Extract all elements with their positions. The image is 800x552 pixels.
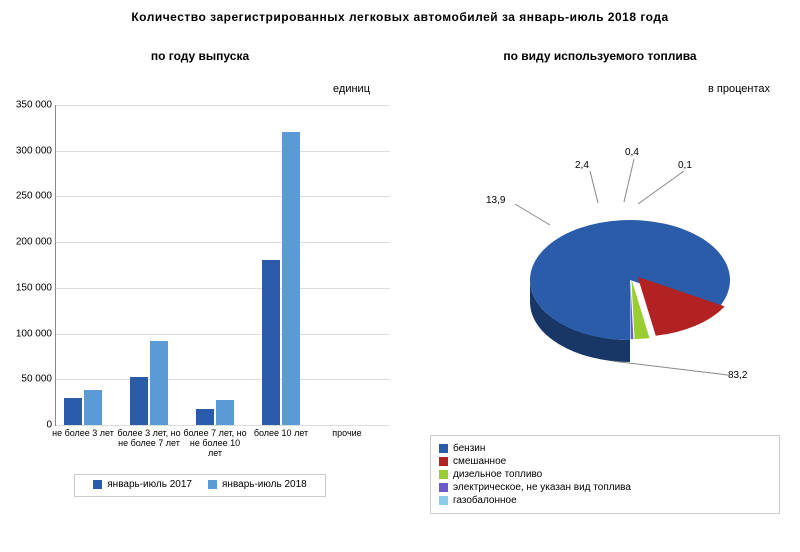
- legend-label: смешанное: [453, 456, 506, 467]
- bar: [216, 400, 234, 425]
- legend-label: газобалонное: [453, 495, 517, 506]
- grid-line: [56, 196, 390, 197]
- category-label: не более 3 лет: [50, 429, 116, 439]
- legend-item: январь-июль 2018: [208, 479, 307, 490]
- grid-line: [56, 334, 390, 335]
- category-label: более 10 лет: [248, 429, 314, 439]
- pie-value-label: 13,9: [486, 195, 505, 206]
- pie-legend: бензин смешанное дизельное топливо электрич…: [430, 435, 780, 514]
- legend-swatch: [439, 483, 448, 492]
- bar-chart: 050 000100 000150 000200 000250 000300 0…: [55, 105, 390, 426]
- callout-line: [613, 361, 728, 375]
- legend-item: дизельное топливо: [439, 469, 771, 480]
- legend-label: бензин: [453, 443, 485, 454]
- y-axis-label: 200 000: [16, 237, 56, 248]
- grid-line: [56, 379, 390, 380]
- y-axis-label: 250 000: [16, 191, 56, 202]
- legend-item: смешанное: [439, 456, 771, 467]
- bar-group: [64, 390, 102, 425]
- legend-item: электрическое, не указан вид топлива: [439, 482, 771, 493]
- bar: [130, 377, 148, 425]
- grid-line: [56, 425, 390, 426]
- legend-label: электрическое, не указан вид топлива: [453, 482, 631, 493]
- grid-line: [56, 242, 390, 243]
- bar-group: [196, 400, 234, 425]
- bar: [150, 341, 168, 425]
- bar-legend: январь-июль 2017 январь-июль 2018: [74, 474, 326, 497]
- y-axis-label: 350 000: [16, 100, 56, 111]
- category-label: более 3 лет, но не более 7 лет: [116, 429, 182, 449]
- pie-value-label: 2,4: [575, 160, 589, 171]
- category-label: более 7 лет, но не более 10 лет: [182, 429, 248, 459]
- left-panel: по году выпуска единиц 050 000100 000150…: [0, 24, 400, 514]
- legend-item: январь-июль 2017: [93, 479, 192, 490]
- callout-line: [515, 204, 550, 225]
- legend-label: январь-июль 2017: [107, 479, 192, 490]
- legend-label: январь-июль 2018: [222, 479, 307, 490]
- legend-item: газобалонное: [439, 495, 771, 506]
- bar: [262, 260, 280, 425]
- bar-group: [130, 341, 168, 425]
- pie-value-label: 83,2: [728, 370, 747, 381]
- columns: по году выпуска единиц 050 000100 000150…: [0, 24, 800, 514]
- y-axis-label: 150 000: [16, 282, 56, 293]
- right-unit: в процентах: [400, 83, 800, 95]
- y-axis-label: 50 000: [21, 374, 56, 385]
- legend-swatch: [439, 444, 448, 453]
- right-panel: по виду используемого топлива в процента…: [400, 24, 800, 514]
- legend-swatch: [439, 457, 448, 466]
- main-title: Количество зарегистрированных легковых а…: [0, 0, 800, 24]
- legend-swatch: [93, 480, 102, 489]
- left-unit: единиц: [0, 83, 400, 95]
- grid-line: [56, 288, 390, 289]
- pie-value-label: 0,1: [678, 160, 692, 171]
- category-label: прочие: [314, 429, 380, 439]
- bar: [84, 390, 102, 425]
- legend-label: дизельное топливо: [453, 469, 542, 480]
- bar: [64, 398, 82, 425]
- y-axis-label: 300 000: [16, 145, 56, 156]
- bar: [282, 132, 300, 425]
- legend-swatch: [208, 480, 217, 489]
- grid-line: [56, 151, 390, 152]
- bar-group: [262, 132, 300, 425]
- legend-swatch: [439, 496, 448, 505]
- legend-swatch: [439, 470, 448, 479]
- grid-line: [56, 105, 390, 106]
- pie-value-label: 0,4: [625, 147, 639, 158]
- bar: [196, 409, 214, 425]
- y-axis-label: 100 000: [16, 328, 56, 339]
- pie-chart: 83,2 13,9 2,4 0,4 0,1: [400, 105, 800, 425]
- right-subtitle: по виду используемого топлива: [400, 49, 800, 63]
- callout-line: [590, 171, 598, 203]
- callout-line: [624, 159, 634, 202]
- callout-line: [638, 171, 684, 204]
- legend-item: бензин: [439, 443, 771, 454]
- left-subtitle: по году выпуска: [0, 49, 400, 63]
